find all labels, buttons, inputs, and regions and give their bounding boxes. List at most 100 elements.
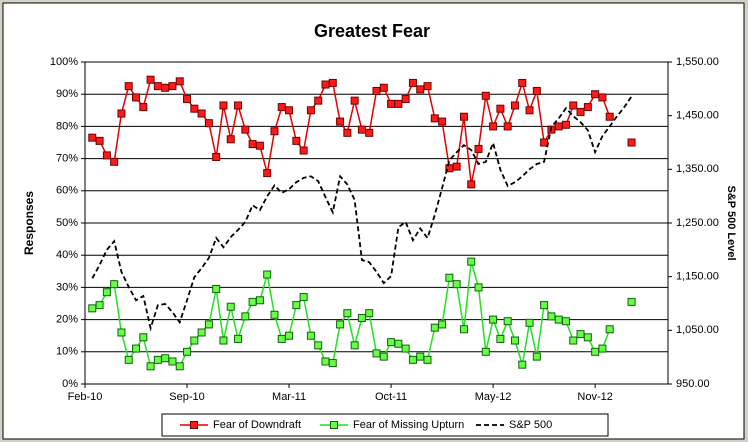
x-tick-label: Nov-12 xyxy=(577,391,612,403)
data-point xyxy=(540,138,549,147)
data-point xyxy=(139,333,148,342)
data-point xyxy=(336,117,345,126)
y2-tick-label: 1,350.00 xyxy=(676,163,719,175)
data-point xyxy=(153,355,162,364)
data-point xyxy=(175,362,184,371)
data-point xyxy=(510,336,519,345)
series-line xyxy=(91,95,633,332)
data-point xyxy=(408,355,417,364)
data-point xyxy=(226,302,235,311)
data-point xyxy=(146,75,155,84)
data-point xyxy=(445,273,454,282)
data-point xyxy=(489,122,498,131)
data-point xyxy=(241,125,250,134)
data-point xyxy=(357,313,366,322)
y2-tick-label: 1,150.00 xyxy=(676,271,719,283)
legend-box xyxy=(161,413,609,437)
data-point xyxy=(117,328,126,337)
data-point xyxy=(321,357,330,366)
y2-tick-label: 1,050.00 xyxy=(676,324,719,336)
data-point xyxy=(598,93,607,102)
data-point xyxy=(292,136,301,145)
y-tick-label: 80% xyxy=(56,120,78,132)
data-point xyxy=(263,169,272,178)
data-point xyxy=(161,83,170,92)
data-point xyxy=(161,354,170,363)
data-point xyxy=(212,152,221,161)
data-point xyxy=(88,133,97,142)
data-point xyxy=(146,362,155,371)
data-point xyxy=(474,283,483,292)
data-point xyxy=(241,312,250,321)
data-point xyxy=(343,309,352,318)
legend-marker xyxy=(190,421,198,429)
data-point xyxy=(627,297,636,306)
data-point xyxy=(423,355,432,364)
data-point xyxy=(627,138,636,147)
data-point xyxy=(88,304,97,313)
data-point xyxy=(306,106,315,115)
x-tick-label: Mar-11 xyxy=(272,391,306,403)
data-point xyxy=(299,293,308,302)
plot-frame xyxy=(84,61,669,385)
data-point xyxy=(183,347,192,356)
data-point xyxy=(234,101,243,110)
data-point xyxy=(496,104,505,113)
data-point xyxy=(285,106,294,115)
y-tick-label: 70% xyxy=(56,153,78,165)
data-point xyxy=(605,112,614,121)
data-point xyxy=(532,352,541,361)
data-point xyxy=(95,136,104,145)
y2-tick-label: 1,550.00 xyxy=(676,56,719,68)
data-point xyxy=(365,128,374,137)
data-point xyxy=(372,86,381,95)
data-point xyxy=(525,318,534,327)
x-tick-label: Feb-10 xyxy=(68,391,103,403)
data-point xyxy=(416,85,425,94)
data-point xyxy=(474,144,483,153)
data-point xyxy=(343,128,352,137)
data-point xyxy=(277,103,286,112)
data-point xyxy=(102,151,111,160)
y-tick-label: 90% xyxy=(56,88,78,100)
y2-tick-label: 1,250.00 xyxy=(676,217,719,229)
data-point xyxy=(576,330,585,339)
data-point xyxy=(197,328,206,337)
data-point xyxy=(110,280,119,289)
chart-title: Greatest Fear xyxy=(314,21,430,41)
data-point xyxy=(547,312,556,321)
data-point xyxy=(394,339,403,348)
data-point xyxy=(190,104,199,113)
data-point xyxy=(394,99,403,108)
data-point xyxy=(561,120,570,129)
data-point xyxy=(554,315,563,324)
data-point xyxy=(204,119,213,128)
legend-marker xyxy=(330,421,338,429)
y2-tick-label: 950.00 xyxy=(676,378,710,390)
data-point xyxy=(153,82,162,91)
data-point xyxy=(336,320,345,329)
data-point xyxy=(481,91,490,100)
data-point xyxy=(452,162,461,171)
y2-axis-title: S&P 500 Level xyxy=(725,185,737,260)
data-point xyxy=(139,103,148,112)
y-tick-label: 50% xyxy=(56,217,78,229)
data-point xyxy=(379,83,388,92)
data-point xyxy=(372,349,381,358)
data-point xyxy=(561,317,570,326)
data-point xyxy=(95,301,104,310)
data-point xyxy=(204,320,213,329)
data-point xyxy=(467,257,476,266)
data-point xyxy=(569,336,578,345)
data-point xyxy=(591,347,600,356)
data-point xyxy=(576,107,585,116)
data-point xyxy=(525,106,534,115)
data-point xyxy=(387,99,396,108)
y-tick-label: 10% xyxy=(56,346,78,358)
data-point xyxy=(467,180,476,189)
data-point xyxy=(489,315,498,324)
data-point xyxy=(416,352,425,361)
data-point xyxy=(219,336,228,345)
legend-label: Fear of Missing Upturn xyxy=(353,419,464,431)
data-point xyxy=(387,338,396,347)
